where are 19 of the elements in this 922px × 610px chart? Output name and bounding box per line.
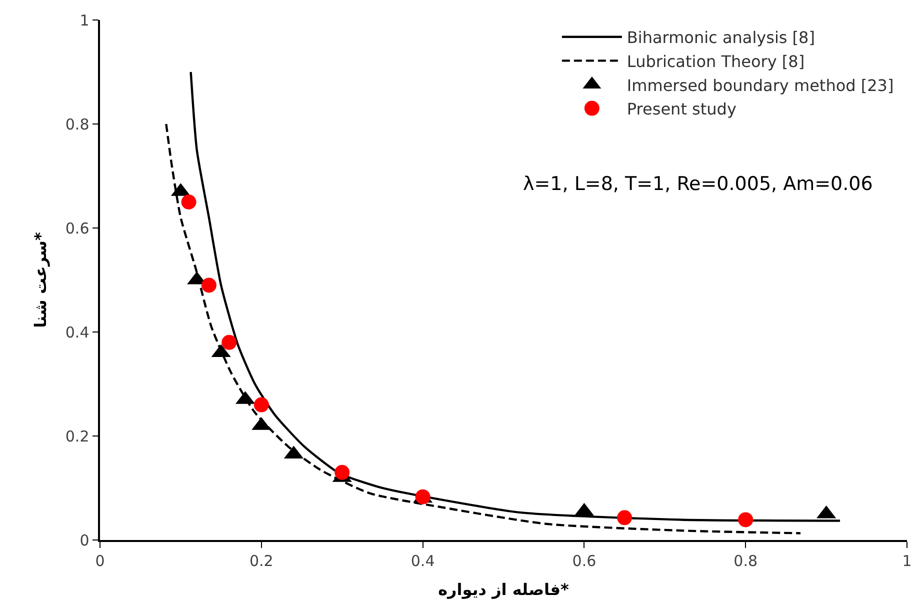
x-tick-label: 0.8: [734, 552, 758, 570]
y-tick-label: 0.2: [65, 427, 90, 446]
x-axis-title: فاصله از دیواره*: [438, 580, 570, 599]
y-tick-label: 0.6: [65, 219, 90, 238]
x-tick-label: 0: [95, 552, 105, 570]
y-tick-label: 0.8: [65, 115, 90, 134]
legend-label: Present study: [626, 100, 736, 119]
y-axis-title: سرعت شنا*: [30, 231, 50, 328]
x-tick-label: 0.2: [249, 552, 274, 570]
legend-label: Biharmonic analysis [8]: [626, 28, 815, 48]
legend-label: Immersed boundary method [23]: [626, 76, 894, 95]
legend-label: Lubrication Theory [8]: [626, 52, 805, 71]
x-tick-label: 0.6: [572, 552, 596, 570]
y-tick-label: 1: [80, 11, 90, 30]
y-tick-label: 0: [80, 531, 90, 550]
x-tick-label: 1: [902, 552, 912, 570]
annotation: λ=1, L=8, T=1, Re=0.005, Am=0.06: [523, 173, 873, 195]
y-tick-label: 0.4: [65, 323, 90, 342]
x-tick-label: 0.4: [410, 552, 435, 570]
